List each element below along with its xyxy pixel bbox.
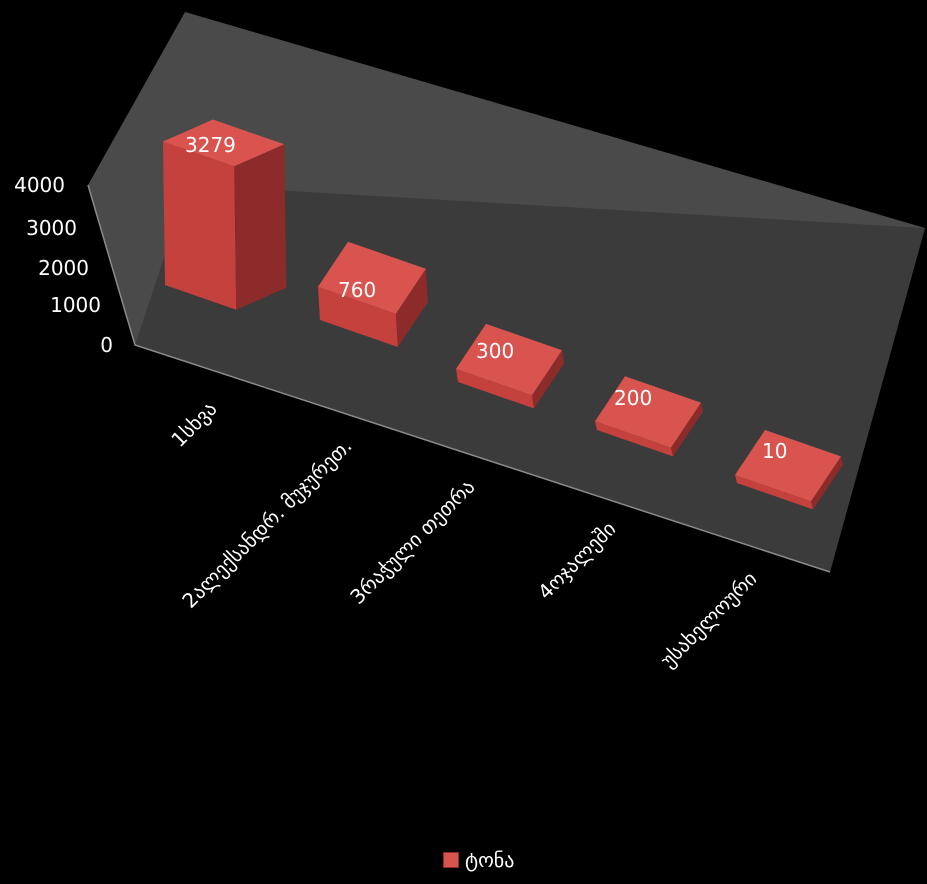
y-tick-label: 3000 (26, 216, 77, 240)
bar-data-label: 300 (476, 339, 514, 363)
bar (163, 119, 287, 310)
bar-front-face (318, 286, 398, 348)
bar-top-face (163, 119, 285, 167)
y-tick-label: 4000 (14, 173, 65, 197)
bar-side-face (532, 350, 564, 409)
bar-data-label: 760 (338, 278, 376, 302)
bar-side-face (811, 456, 843, 510)
legend-swatch (443, 852, 459, 868)
bars: 3279 760 300 200 10 (163, 119, 843, 510)
category-label: 3რაჭული თეთრა (345, 475, 479, 609)
bar-top-face (318, 241, 426, 314)
legend: ტონა (443, 848, 514, 872)
category-label: უსახელოური (656, 567, 762, 673)
legend-series-name: ტონა (465, 848, 515, 872)
bar-data-label: 10 (762, 439, 787, 463)
category-label: 4ოჯალეში (533, 517, 621, 605)
bar-data-label: 3279 (185, 133, 236, 157)
bar-side-face (671, 402, 703, 457)
bar-top-face (595, 376, 701, 448)
bar-data-label: 200 (614, 386, 652, 410)
y-axis-line (87, 184, 831, 573)
bar-top-face (456, 323, 562, 396)
y-tick-label: 2000 (38, 256, 89, 280)
bar-side-face (234, 144, 287, 310)
bar-front-face (163, 141, 237, 310)
bar-top-face (735, 430, 841, 502)
bar-side-face (395, 268, 428, 348)
y-axis-ticks: 0 1000 2000 3000 4000 (14, 173, 113, 357)
y-tick-label: 1000 (50, 293, 101, 317)
category-label: 1სხვა (166, 397, 221, 452)
bar-front-face (595, 421, 673, 457)
bar (318, 241, 428, 348)
category-label: 2ალექსანდრ. მუჯურეთ. (177, 434, 356, 613)
bar (456, 323, 564, 409)
bar-front-face (456, 368, 534, 409)
bar (595, 376, 703, 457)
bar (735, 430, 843, 510)
bar-front-face (735, 475, 813, 510)
y-tick-label: 0 (100, 333, 113, 357)
